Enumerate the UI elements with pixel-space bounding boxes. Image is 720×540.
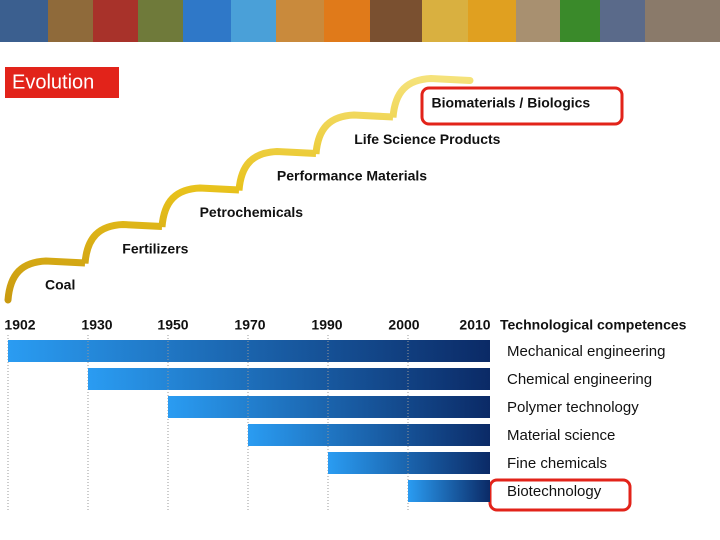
competence-label: Chemical engineering — [507, 371, 652, 388]
year-label: 1970 — [234, 317, 265, 333]
year-label: 1950 — [157, 317, 188, 333]
highlight-box — [420, 86, 624, 126]
stage-label: Coal — [45, 277, 75, 293]
competence-label: Material science — [507, 427, 615, 444]
year-label: 1902 — [4, 317, 35, 333]
bar — [8, 340, 490, 362]
bar — [408, 480, 490, 502]
competences-heading: Technological competences — [500, 317, 687, 333]
year-label: 2010 — [459, 317, 490, 333]
bar — [88, 368, 490, 390]
competence-label: Biotechnology — [507, 483, 602, 500]
year-label: 1990 — [311, 317, 342, 333]
stage-label: Petrochemicals — [200, 204, 304, 220]
competence-label: Polymer technology — [507, 399, 639, 416]
title-box — [5, 67, 119, 98]
bar — [168, 396, 490, 418]
photo-strip — [0, 0, 720, 42]
timeline: 1902 1930 1950 1970 1990 2000 2010 Mechanical e… — [4, 317, 665, 512]
competence-label: Mechanical engineering — [507, 343, 665, 360]
staircase: Coal Fertilizers Petrochemicals Performance… — [4, 74, 591, 304]
competence-label: Fine chemicals — [507, 455, 607, 472]
title: Evolution — [12, 71, 94, 93]
bar — [328, 452, 490, 474]
stage-label: Performance Materials — [277, 168, 427, 184]
year-label: 1930 — [81, 317, 112, 333]
year-label: 2000 — [388, 317, 419, 333]
stage-label: Life Science Products — [354, 131, 500, 147]
stage-label: Biomaterials / Biologics — [432, 95, 591, 111]
bar — [248, 424, 490, 446]
stage-label: Fertilizers — [122, 240, 188, 256]
stair-curve — [4, 74, 474, 304]
